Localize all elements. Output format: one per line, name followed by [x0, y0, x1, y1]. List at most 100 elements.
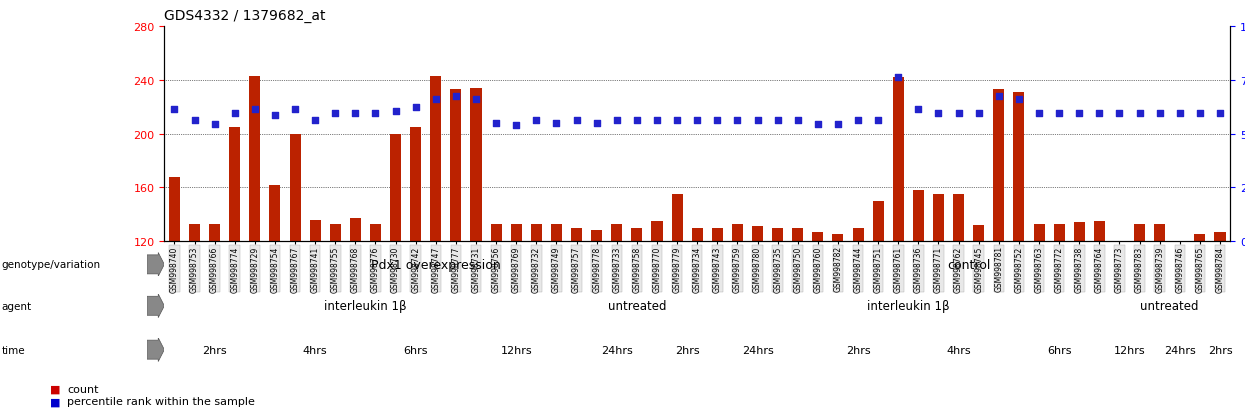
- Text: 6hrs: 6hrs: [403, 345, 428, 355]
- Bar: [631, 228, 642, 242]
- Bar: [671, 195, 682, 242]
- Point: [225, 111, 245, 117]
- Bar: [1073, 223, 1084, 242]
- Point: [204, 121, 224, 128]
- Point: [305, 117, 325, 124]
- Bar: [833, 235, 843, 242]
- Point: [366, 111, 386, 117]
- Point: [949, 111, 969, 117]
- Text: 2hrs: 2hrs: [1208, 345, 1233, 355]
- Bar: [812, 232, 823, 242]
- Point: [1069, 111, 1089, 117]
- Bar: [692, 228, 702, 242]
- Text: GDS4332 / 1379682_at: GDS4332 / 1379682_at: [164, 9, 326, 23]
- Point: [527, 117, 547, 124]
- Bar: [1013, 93, 1025, 242]
- Point: [606, 117, 626, 124]
- Point: [406, 104, 426, 111]
- Point: [547, 120, 566, 127]
- Bar: [752, 227, 763, 242]
- Point: [707, 117, 727, 124]
- Text: untreated: untreated: [608, 299, 666, 313]
- Point: [828, 121, 848, 128]
- Bar: [310, 220, 321, 242]
- Bar: [913, 191, 924, 242]
- Point: [909, 107, 929, 113]
- Bar: [471, 88, 482, 242]
- Bar: [530, 224, 542, 242]
- Point: [566, 117, 586, 124]
- Bar: [732, 224, 743, 242]
- Point: [647, 117, 667, 124]
- Point: [386, 108, 406, 115]
- Point: [788, 117, 808, 124]
- Text: untreated: untreated: [1140, 299, 1199, 313]
- Text: 2hrs: 2hrs: [675, 345, 700, 355]
- Bar: [571, 228, 583, 242]
- Text: 24hrs: 24hrs: [601, 345, 632, 355]
- Bar: [954, 195, 964, 242]
- Bar: [209, 224, 220, 242]
- Point: [1109, 111, 1129, 117]
- Bar: [1134, 224, 1145, 242]
- Point: [747, 117, 767, 124]
- Point: [1149, 111, 1169, 117]
- Bar: [269, 185, 280, 242]
- Point: [426, 96, 446, 102]
- Bar: [933, 195, 944, 242]
- Bar: [370, 224, 381, 242]
- Bar: [1033, 224, 1045, 242]
- Bar: [431, 76, 441, 242]
- Point: [1210, 111, 1230, 117]
- Point: [245, 107, 265, 113]
- Bar: [1053, 224, 1064, 242]
- Point: [586, 120, 606, 127]
- Bar: [249, 76, 260, 242]
- Bar: [611, 224, 622, 242]
- Bar: [1154, 224, 1165, 242]
- Bar: [712, 228, 723, 242]
- Point: [1190, 111, 1210, 117]
- Text: 12hrs: 12hrs: [500, 345, 532, 355]
- Point: [969, 111, 989, 117]
- Point: [466, 96, 486, 102]
- Text: interleukin 1β: interleukin 1β: [867, 299, 950, 313]
- Polygon shape: [147, 253, 164, 277]
- Point: [164, 107, 184, 113]
- Point: [627, 117, 647, 124]
- Text: 12hrs: 12hrs: [1114, 345, 1145, 355]
- Point: [989, 93, 1008, 100]
- Point: [345, 111, 365, 117]
- Point: [1030, 111, 1050, 117]
- Point: [808, 121, 828, 128]
- Point: [768, 117, 788, 124]
- Point: [1050, 111, 1069, 117]
- Bar: [772, 228, 783, 242]
- Bar: [390, 134, 401, 242]
- Bar: [290, 134, 300, 242]
- Text: ■: ■: [50, 384, 60, 394]
- Point: [507, 123, 527, 130]
- Text: percentile rank within the sample: percentile rank within the sample: [67, 396, 255, 406]
- Bar: [1174, 242, 1185, 268]
- Bar: [189, 224, 200, 242]
- Point: [868, 117, 888, 124]
- Bar: [893, 78, 904, 242]
- Bar: [229, 128, 240, 242]
- Bar: [491, 224, 502, 242]
- Point: [929, 111, 949, 117]
- Text: 24hrs: 24hrs: [1164, 345, 1195, 355]
- Polygon shape: [147, 338, 164, 362]
- Text: control: control: [947, 258, 990, 271]
- Text: 2hrs: 2hrs: [202, 345, 227, 355]
- Point: [848, 117, 868, 124]
- Text: 24hrs: 24hrs: [742, 345, 773, 355]
- Point: [486, 120, 505, 127]
- Point: [446, 93, 466, 100]
- Text: 4hrs: 4hrs: [946, 345, 971, 355]
- Point: [1129, 111, 1149, 117]
- Point: [889, 74, 909, 81]
- Bar: [410, 128, 421, 242]
- Point: [184, 117, 204, 124]
- Bar: [350, 219, 361, 242]
